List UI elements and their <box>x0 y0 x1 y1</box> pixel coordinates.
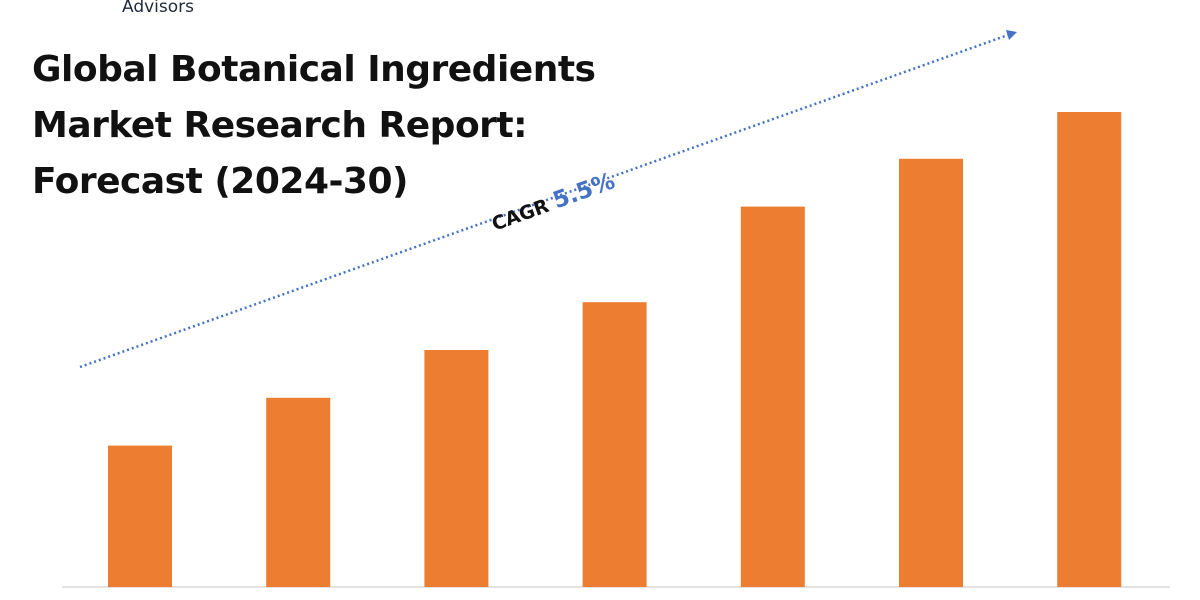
bar-group <box>108 112 1122 588</box>
bar-6 <box>899 158 963 588</box>
page-title: Global Botanical Ingredients Market Rese… <box>32 42 596 210</box>
title-line-1: Global Botanical Ingredients <box>32 49 596 90</box>
arrow-head-icon <box>1006 30 1017 40</box>
title-line-3: Forecast (2024-30) <box>32 161 408 202</box>
bar-1 <box>108 445 172 587</box>
title-line-2: Market Research Report: <box>32 105 528 146</box>
bar-2 <box>266 397 331 587</box>
bar-4 <box>582 302 647 587</box>
bar-3 <box>424 350 489 587</box>
brand-name: Advisors <box>122 0 195 17</box>
bar-7 <box>1057 112 1122 587</box>
bar-5 <box>740 206 805 587</box>
cagr-trend-arrow <box>79 33 1009 369</box>
